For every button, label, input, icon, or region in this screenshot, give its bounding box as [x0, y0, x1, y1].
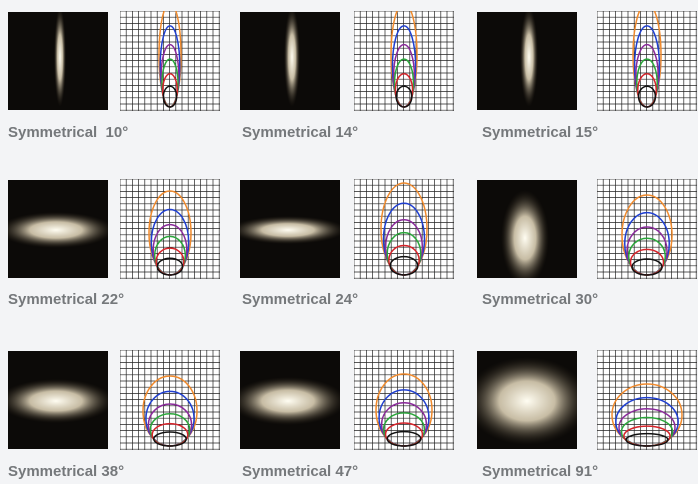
beam-photo: [240, 351, 340, 449]
light: [8, 212, 108, 248]
beam-photo: [8, 351, 108, 449]
beam-label: Symmetrical 91°: [482, 463, 599, 480]
isolux-diagram: [120, 350, 220, 450]
beam-photo: [477, 351, 577, 449]
light: [54, 12, 66, 107]
isolux-diagram: [597, 11, 697, 111]
grid-bg: [354, 350, 454, 450]
beam-label: Symmetrical 22°: [8, 291, 125, 308]
isolux-diagram: [354, 179, 454, 279]
isolux-diagram: [354, 11, 454, 111]
beam-label: Symmetrical 24°: [242, 291, 359, 308]
light: [240, 216, 340, 244]
beam-label: Symmetrical 10°: [8, 124, 129, 141]
grid-bg: [120, 179, 220, 279]
contour: [386, 430, 422, 447]
isolux-diagram: [597, 179, 697, 279]
beam-photo: [240, 12, 340, 110]
beam-photo: [477, 12, 577, 110]
isolux-diagram: [120, 11, 220, 111]
grid-bg: [597, 11, 697, 111]
light: [520, 12, 538, 107]
light: [501, 190, 549, 278]
grid-bg: [354, 11, 454, 111]
contour: [395, 85, 413, 108]
contour: [625, 432, 669, 447]
beam-label: Symmetrical 47°: [242, 463, 359, 480]
beam-label: Symmetrical 30°: [482, 291, 599, 308]
grid-bg: [597, 179, 697, 279]
light: [240, 377, 340, 425]
beam-photo: [8, 12, 108, 110]
light: [477, 357, 577, 445]
contour: [153, 431, 187, 447]
beam-label: Symmetrical 14°: [242, 124, 359, 141]
beam-label: Symmetrical 38°: [8, 463, 125, 480]
light: [284, 12, 300, 107]
light: [8, 379, 108, 423]
grid-bg: [120, 11, 220, 111]
isolux-diagram: [354, 350, 454, 450]
contour: [389, 255, 419, 276]
beam-photo: [8, 180, 108, 278]
beam-label: Symmetrical 15°: [482, 124, 599, 141]
grid-bg: [354, 179, 454, 279]
contour: [631, 258, 663, 276]
isolux-diagram: [597, 350, 697, 450]
grid-bg: [120, 350, 220, 450]
contour: [156, 257, 184, 276]
contour: [637, 85, 657, 108]
isolux-diagram: [120, 179, 220, 279]
grid-bg: [597, 350, 697, 450]
beam-photo: [240, 180, 340, 278]
contour: [162, 85, 178, 108]
beam-photo: [477, 180, 577, 278]
